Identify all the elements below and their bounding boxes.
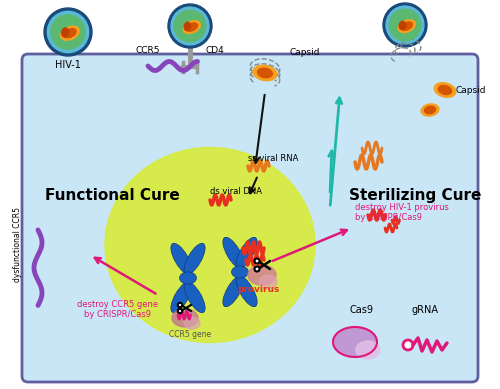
Ellipse shape <box>236 237 257 269</box>
Ellipse shape <box>258 68 272 78</box>
Ellipse shape <box>184 22 190 31</box>
Text: ds viral DNA: ds viral DNA <box>210 187 262 196</box>
FancyBboxPatch shape <box>22 54 478 382</box>
Ellipse shape <box>184 317 200 329</box>
Text: Cas9: Cas9 <box>350 305 374 315</box>
Ellipse shape <box>421 104 439 116</box>
Text: Capsid: Capsid <box>455 86 486 95</box>
Circle shape <box>168 4 212 48</box>
Ellipse shape <box>184 243 205 275</box>
Ellipse shape <box>399 21 406 30</box>
Ellipse shape <box>184 281 205 313</box>
Ellipse shape <box>183 21 200 33</box>
Text: Capsid: Capsid <box>290 47 320 56</box>
Ellipse shape <box>356 341 380 359</box>
Ellipse shape <box>223 237 244 269</box>
Circle shape <box>171 7 209 45</box>
Ellipse shape <box>223 275 244 307</box>
Ellipse shape <box>105 147 315 342</box>
Ellipse shape <box>171 281 192 313</box>
Text: gRNA: gRNA <box>412 305 438 315</box>
Ellipse shape <box>186 23 198 31</box>
Ellipse shape <box>438 86 452 95</box>
Text: destroy CCR5 gene
by CRISPR/Cas9: destroy CCR5 gene by CRISPR/Cas9 <box>78 300 158 319</box>
Ellipse shape <box>401 22 412 30</box>
Ellipse shape <box>180 272 196 284</box>
Ellipse shape <box>236 275 257 307</box>
Ellipse shape <box>424 106 436 114</box>
Text: Sterilizing Cure: Sterilizing Cure <box>349 187 481 203</box>
Circle shape <box>48 11 88 53</box>
Circle shape <box>389 9 421 41</box>
Ellipse shape <box>398 20 415 33</box>
Ellipse shape <box>64 29 76 38</box>
Text: ss viral RNA: ss viral RNA <box>248 154 298 163</box>
Text: Functional Cure: Functional Cure <box>44 187 180 203</box>
Circle shape <box>254 266 260 272</box>
Circle shape <box>50 15 86 49</box>
Text: provirus: provirus <box>237 285 279 294</box>
Ellipse shape <box>248 265 276 285</box>
Ellipse shape <box>253 65 277 81</box>
Circle shape <box>178 309 182 313</box>
Ellipse shape <box>232 266 248 278</box>
Circle shape <box>178 303 182 307</box>
Ellipse shape <box>172 309 198 327</box>
Text: destroy HIV-1 provirus
by CRISPR/Cas9: destroy HIV-1 provirus by CRISPR/Cas9 <box>355 203 449 222</box>
Circle shape <box>44 8 92 56</box>
Circle shape <box>254 259 260 263</box>
Ellipse shape <box>333 327 377 357</box>
Circle shape <box>383 3 427 47</box>
Ellipse shape <box>259 275 277 289</box>
Ellipse shape <box>60 26 79 40</box>
Circle shape <box>386 6 424 44</box>
Text: HIV-1: HIV-1 <box>55 60 81 70</box>
Text: CD4: CD4 <box>205 46 224 55</box>
Circle shape <box>403 340 413 350</box>
Text: dysfunctional CCR5: dysfunctional CCR5 <box>14 207 22 282</box>
Text: CCR5 gene: CCR5 gene <box>169 330 211 339</box>
Ellipse shape <box>62 28 68 37</box>
Text: CCR5: CCR5 <box>136 46 160 55</box>
Ellipse shape <box>171 243 192 275</box>
Circle shape <box>174 10 206 42</box>
Ellipse shape <box>434 83 456 97</box>
